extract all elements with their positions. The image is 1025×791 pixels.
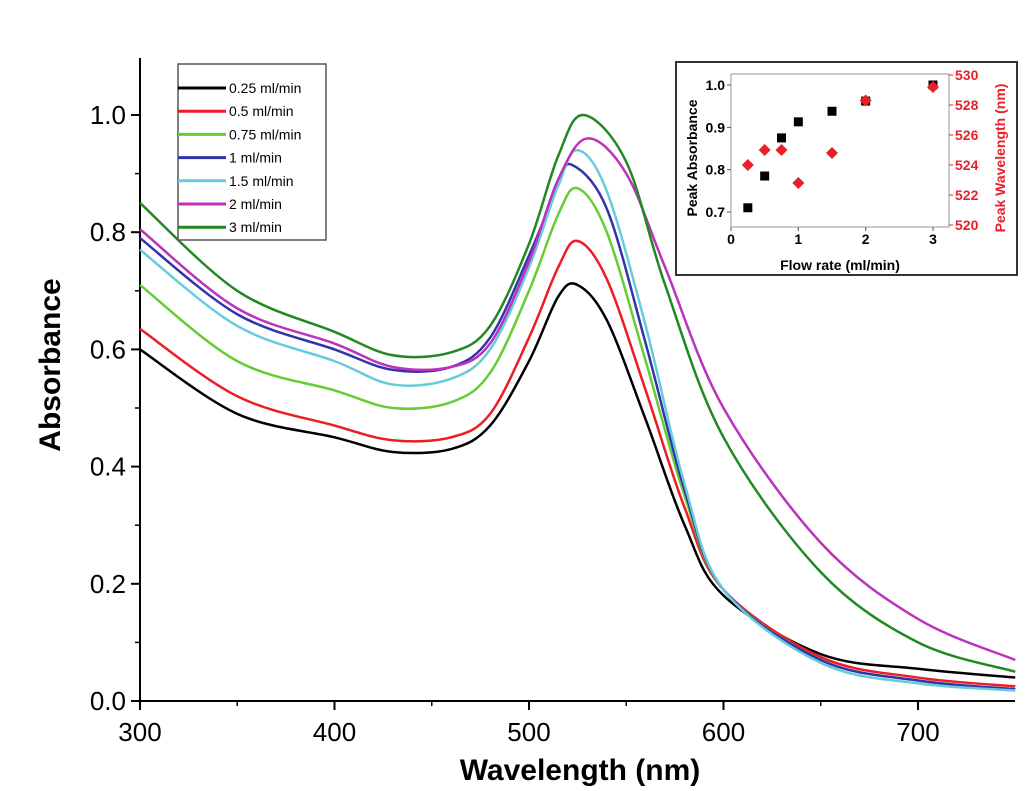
x-tick-label: 300 bbox=[118, 717, 161, 747]
wavelength-point bbox=[741, 159, 754, 171]
wavelength-point bbox=[775, 144, 788, 156]
inset-y2-tick-label: 524 bbox=[955, 157, 979, 173]
inset-x-tick-label: 2 bbox=[862, 231, 870, 247]
legend-label: 1 ml/min bbox=[229, 150, 282, 166]
series-line bbox=[139, 148, 1016, 692]
inset-x-tick-label: 1 bbox=[794, 231, 802, 247]
legend-label: 1.5 ml/min bbox=[229, 173, 294, 189]
inset-y-tick-label: 1.0 bbox=[706, 77, 726, 93]
y-tick-label: 0.8 bbox=[90, 217, 126, 247]
legend-label: 0.75 ml/min bbox=[229, 126, 301, 142]
x-tick-label: 400 bbox=[313, 717, 356, 747]
y-tick-label: 0.6 bbox=[90, 334, 126, 364]
absorbance-point bbox=[777, 133, 786, 143]
main-series bbox=[139, 113, 1016, 692]
inset-plot-area bbox=[730, 73, 950, 228]
inset-y-label: Peak Absorbance bbox=[684, 99, 700, 216]
wavelength-point bbox=[927, 81, 939, 93]
legend: 0.25 ml/min 0.5 ml/min 0.75 ml/min 1 ml/min… bbox=[177, 63, 327, 241]
absorbance-point bbox=[793, 117, 803, 127]
x-tick-label: 600 bbox=[702, 717, 745, 747]
series-line bbox=[139, 162, 1016, 691]
inset-y2-tick-label: 528 bbox=[955, 97, 979, 113]
y-tick-label: 0.2 bbox=[90, 569, 126, 599]
y-axis-label: Absorbance bbox=[34, 278, 67, 451]
y-tick-label: 0.0 bbox=[90, 686, 126, 716]
series-line bbox=[139, 137, 1016, 662]
inset-y2-tick-label: 526 bbox=[955, 127, 979, 143]
inset-x-tick-label: 3 bbox=[929, 231, 937, 247]
inset-y-tick-label: 0.7 bbox=[706, 204, 726, 220]
absorbance-point bbox=[743, 203, 753, 213]
x-axis-label: Wavelength (nm) bbox=[460, 754, 701, 787]
inset-y2-tick-label: 522 bbox=[955, 187, 979, 203]
inset-y-tick-label: 0.9 bbox=[706, 119, 726, 135]
wavelength-point bbox=[758, 144, 771, 156]
inset-x-label: Flow rate (ml/min) bbox=[780, 257, 900, 273]
inset-x-tick-label: 0 bbox=[727, 231, 735, 247]
legend-label: 2 ml/min bbox=[229, 196, 282, 212]
series-line bbox=[139, 239, 1016, 688]
y-tick-label: 0.4 bbox=[90, 452, 126, 482]
x-tick-label: 500 bbox=[507, 717, 550, 747]
wavelength-point bbox=[792, 177, 805, 189]
inset-y2-tick-label: 520 bbox=[955, 217, 979, 233]
absorbance-point bbox=[827, 106, 837, 116]
inset-y2-tick-label: 530 bbox=[955, 67, 979, 83]
inset-y2-label: Peak Wavelength (nm) bbox=[992, 84, 1008, 233]
legend-label: 3 ml/min bbox=[229, 219, 282, 235]
absorbance-point bbox=[760, 171, 770, 181]
wavelength-point bbox=[826, 147, 838, 159]
wavelength-point bbox=[859, 94, 872, 107]
x-tick-label: 700 bbox=[896, 717, 939, 747]
series-line bbox=[139, 113, 1016, 673]
legend-label: 0.25 ml/min bbox=[229, 80, 301, 96]
legend-box bbox=[177, 63, 327, 241]
main-axes: 300 400 500 600 700 0.0 0.2 0.4 0.6 0.8 1.0 bbox=[90, 58, 1015, 747]
legend-label: 0.5 ml/min bbox=[229, 103, 294, 119]
inset-y-tick-label: 0.8 bbox=[706, 162, 726, 178]
inset-chart: 0 1 2 3 0.7 0.8 0.9 1.0 520 522 524 526 528 530 bbox=[675, 61, 1018, 276]
y-tick-label: 1.0 bbox=[90, 100, 126, 130]
inset-frame bbox=[675, 61, 1018, 276]
